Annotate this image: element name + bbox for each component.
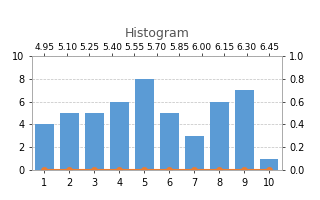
Bar — [60, 113, 79, 170]
Bar — [210, 102, 228, 170]
Bar — [135, 79, 154, 170]
Bar — [235, 90, 253, 170]
Bar — [35, 124, 54, 170]
Title: Histogram: Histogram — [124, 27, 189, 40]
Bar — [160, 113, 179, 170]
Bar — [260, 159, 278, 170]
Bar — [110, 102, 129, 170]
Bar — [185, 136, 204, 170]
Bar — [85, 113, 104, 170]
